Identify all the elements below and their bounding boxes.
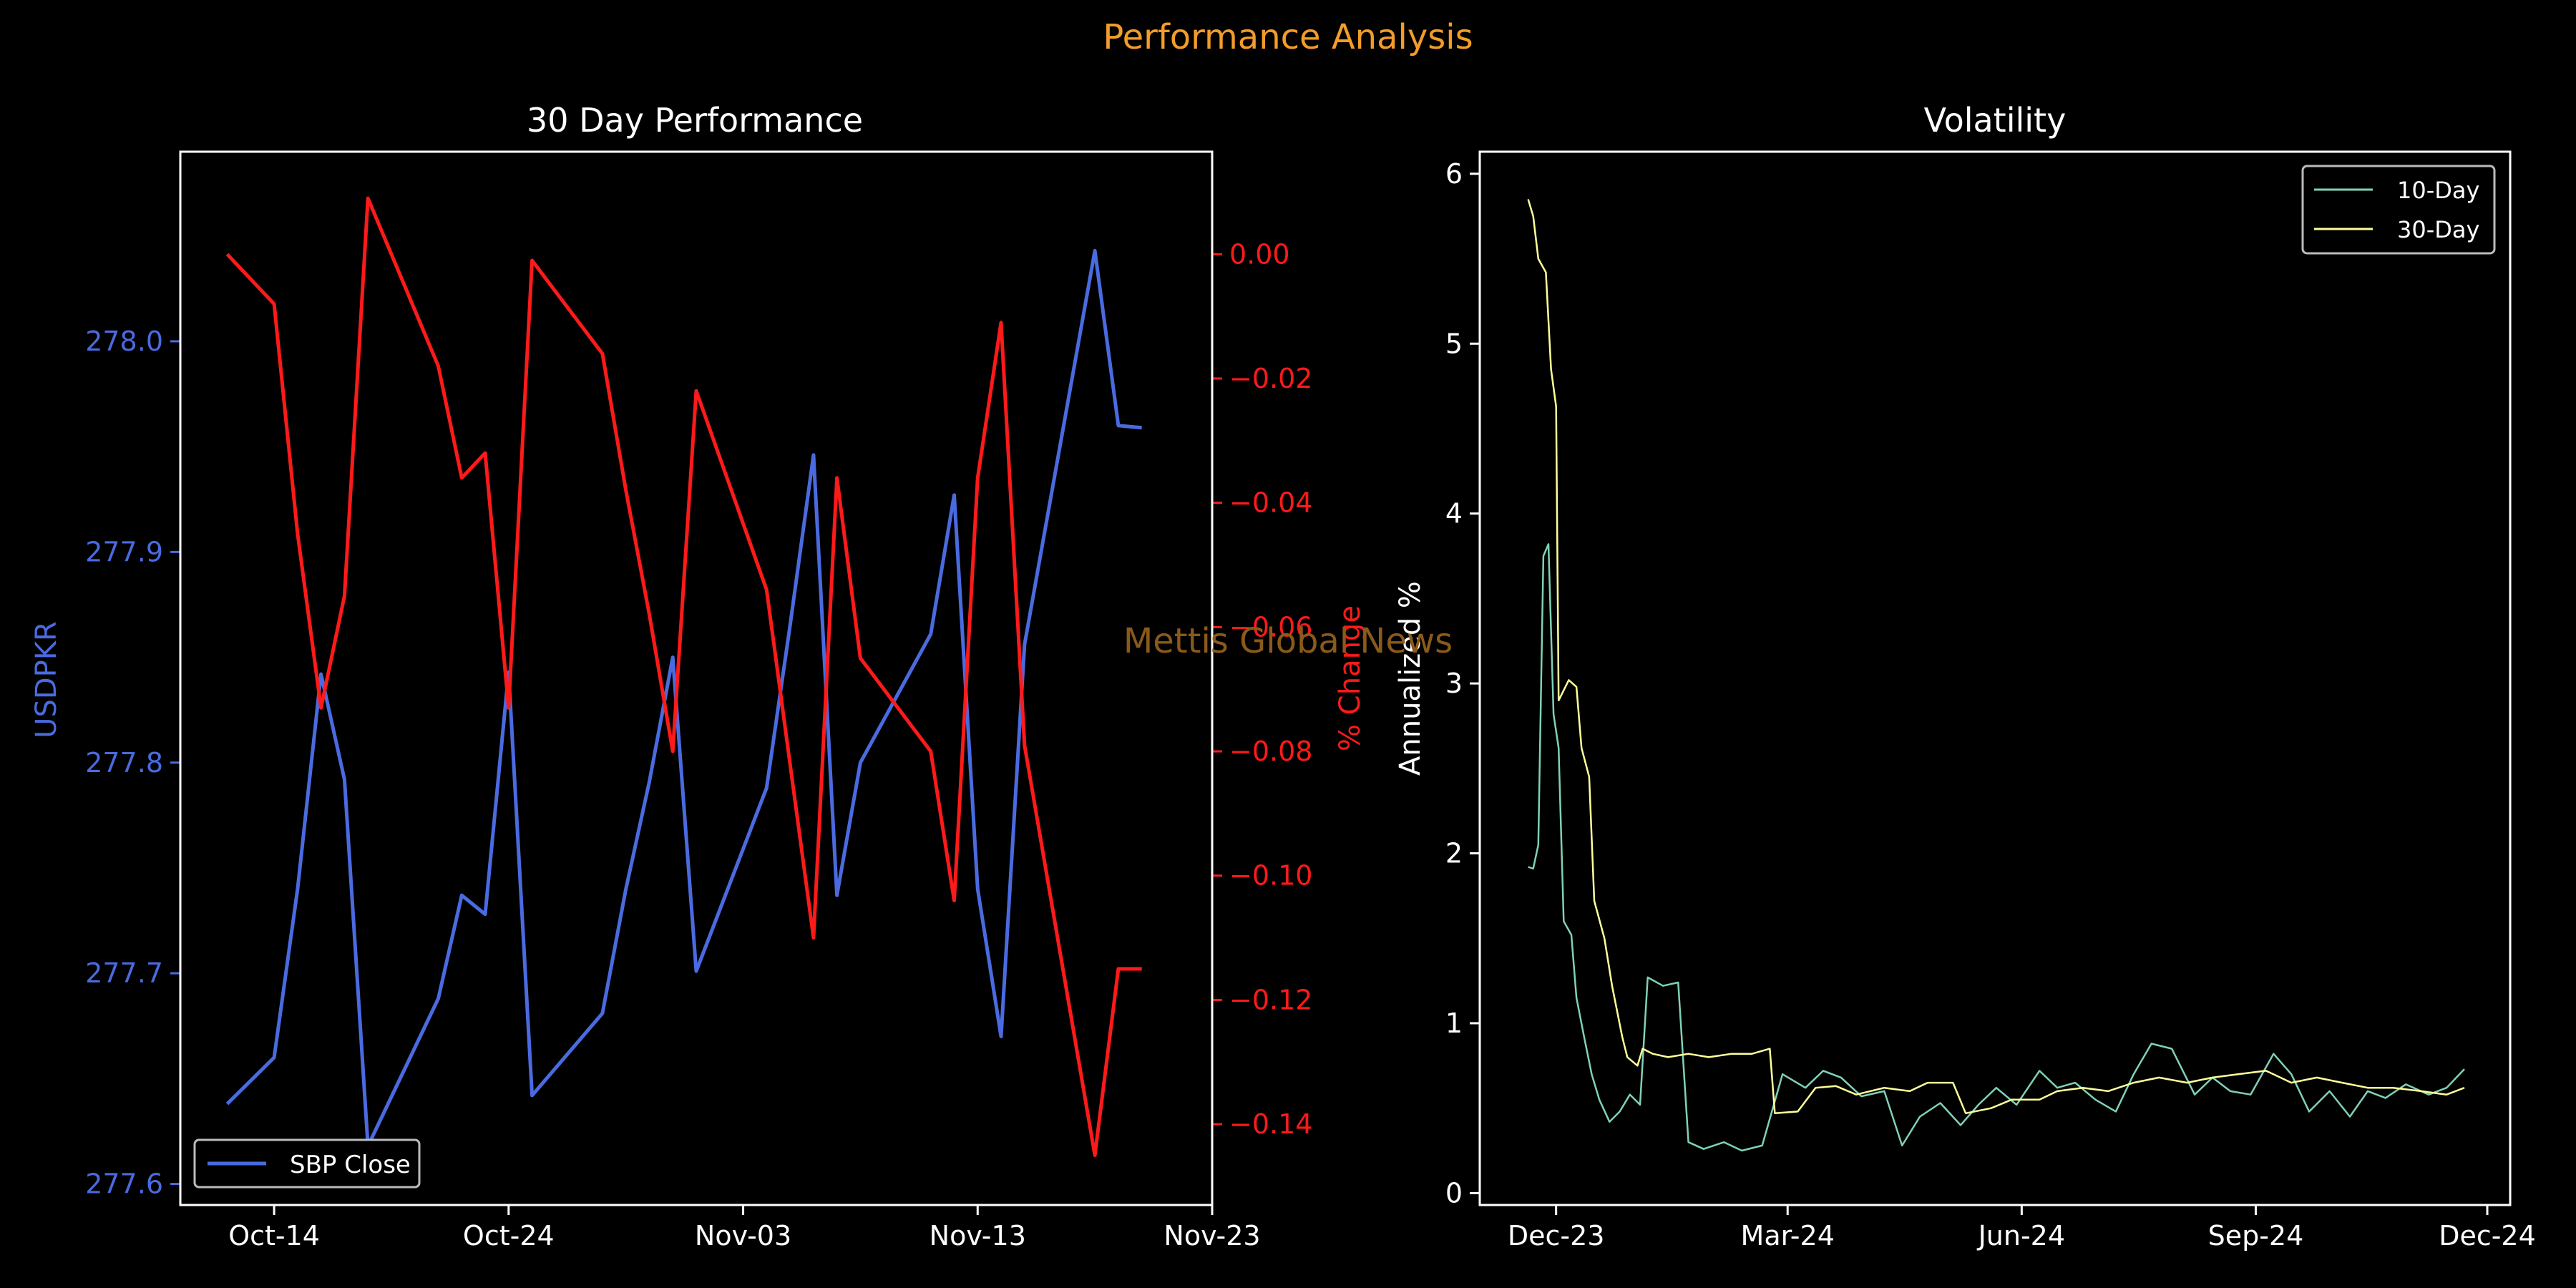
x-tick-label: Jun-24: [1977, 1220, 2065, 1252]
performance-frame: [179, 150, 1214, 1206]
volatility-series: [1527, 199, 2465, 1152]
sbp-close-line: [225, 248, 1142, 1148]
performance-series: [225, 196, 1142, 1157]
watermark: Mettis Global News: [1123, 621, 1453, 661]
legend-label-10-day: 10-Day: [2397, 177, 2479, 204]
usdpkr-tick-label: 277.7: [85, 957, 163, 989]
y-tick-label: 3: [1445, 668, 1463, 699]
volatility-frame: [1478, 150, 2512, 1206]
x-tick-label: Sep-24: [2208, 1220, 2304, 1252]
usdpkr-tick-label: 277.8: [85, 747, 163, 779]
usdpkr-tick-label: 277.9: [85, 536, 163, 567]
volatility-legend-box: [2301, 165, 2496, 255]
legend-label-sbp-close: SBP Close: [290, 1151, 411, 1179]
pct-change-axis-label: % Change: [1334, 605, 1367, 751]
y-tick-label: 0: [1445, 1177, 1463, 1209]
pct-tick-label: −0.10: [1229, 860, 1312, 892]
legend-label-30-day: 30-Day: [2397, 216, 2479, 243]
pct-tick-label: −0.08: [1229, 736, 1312, 767]
volatility-panel: Volatility Dec-23 Mar-24 Jun-24 Sep-24 Dec-2…: [1394, 101, 2536, 1252]
performance-panel: 30 Day Performance Oct-14 Oct-24 Nov-03 Nov…: [30, 101, 1367, 1252]
performance-axes: Oct-14 Oct-24 Nov-03 Nov-13 Nov-23 277.6 277.7…: [85, 238, 1312, 1252]
usdpkr-tick-label: 278.0: [85, 326, 163, 357]
y-tick-label: 4: [1445, 498, 1463, 530]
y-tick-label: 6: [1445, 158, 1463, 190]
pct-tick-label: 0.00: [1229, 238, 1290, 270]
y-tick-label: 1: [1445, 1008, 1463, 1039]
pct-tick-label: −0.04: [1229, 487, 1312, 519]
x-tick-label: Dec-23: [1508, 1220, 1605, 1252]
figure-suptitle: Performance Analysis: [1103, 17, 1473, 57]
pct-tick-label: −0.02: [1229, 363, 1312, 394]
vol-30-day-line: [1527, 199, 2465, 1115]
usdpkr-axis-label: USDPKR: [30, 621, 63, 738]
x-tick-label: Dec-24: [2439, 1220, 2536, 1252]
performance-title: 30 Day Performance: [527, 101, 863, 140]
usdpkr-tick-label: 277.6: [85, 1169, 163, 1200]
volatility-axes: Dec-23 Mar-24 Jun-24 Sep-24 Dec-24 0 1 2 3 4 5 6: [1445, 158, 2536, 1252]
x-tick-label: Mar-24: [1741, 1220, 1835, 1252]
x-tick-label: Nov-13: [930, 1220, 1026, 1252]
x-tick-label: Nov-03: [695, 1220, 791, 1252]
annualized-axis-label: Annualized %: [1394, 581, 1427, 776]
y-tick-label: 2: [1445, 838, 1463, 869]
pct-change-line: [225, 196, 1142, 1157]
volatility-legend: 10-Day 30-Day: [2301, 165, 2496, 255]
pct-tick-label: −0.06: [1229, 611, 1312, 643]
x-tick-label: Oct-24: [463, 1220, 555, 1252]
vol-10-day-line: [1528, 543, 2465, 1152]
volatility-title: Volatility: [1924, 101, 2067, 140]
performance-legend-box: [193, 1138, 421, 1189]
performance-legend: SBP Close: [193, 1138, 421, 1189]
x-tick-label: Nov-23: [1163, 1220, 1260, 1252]
pct-tick-label: −0.12: [1229, 984, 1312, 1015]
pct-tick-label: −0.14: [1229, 1108, 1312, 1140]
x-tick-label: Oct-14: [228, 1220, 320, 1252]
y-tick-label: 5: [1445, 328, 1463, 359]
